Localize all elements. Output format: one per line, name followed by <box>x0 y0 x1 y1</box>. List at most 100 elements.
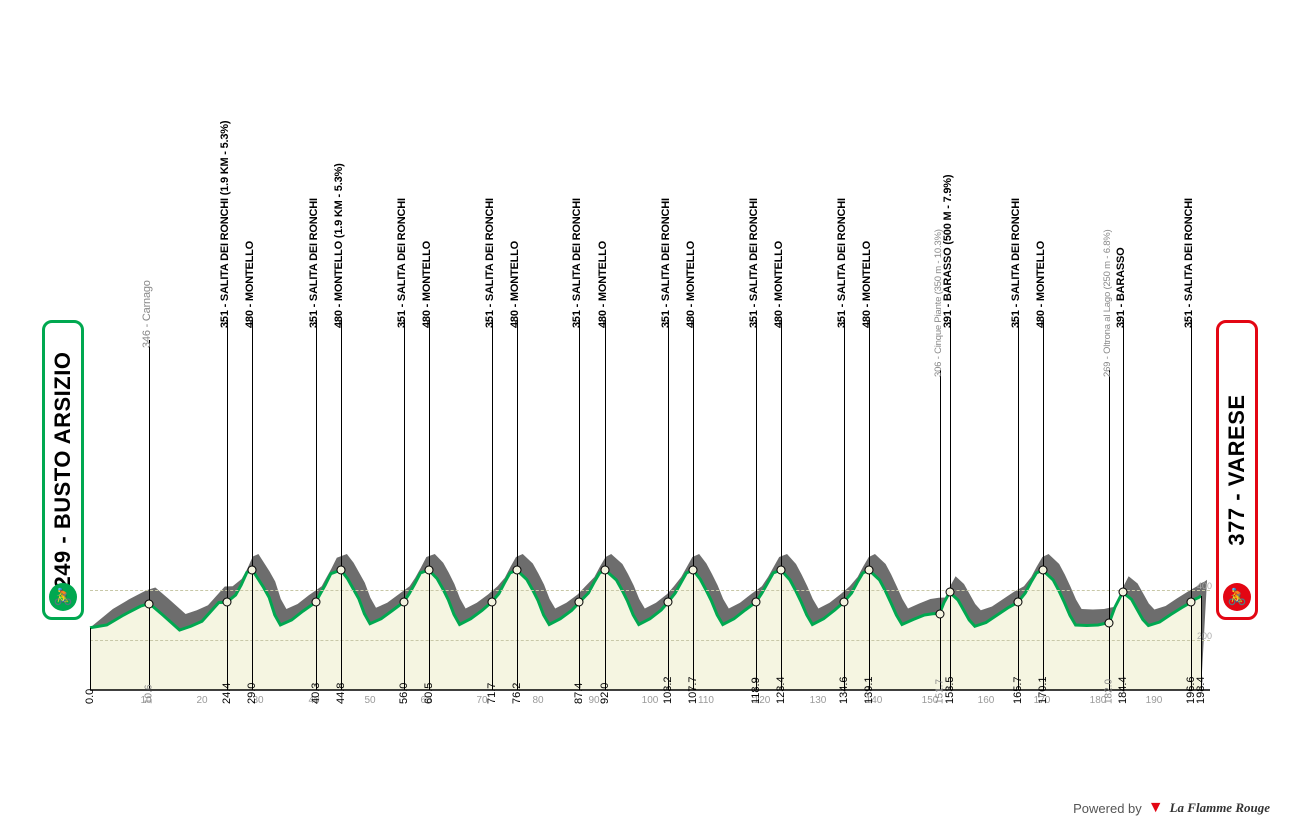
brand-name: La Flamme Rouge <box>1170 800 1270 816</box>
marker-name-label: 480 - MONTELLO <box>773 241 785 328</box>
marker-dot <box>1118 588 1127 597</box>
marker-dot <box>399 598 408 607</box>
x-tick: 90 <box>588 695 599 706</box>
marker-dot <box>945 588 954 597</box>
footer-credit: Powered by ▼ La Flamme Rouge <box>1073 799 1270 817</box>
marker-km-label: 107.7 <box>687 676 699 704</box>
flame-icon: ▼ <box>1148 799 1164 817</box>
marker-line <box>950 592 951 690</box>
marker-dot <box>424 566 433 575</box>
marker-name-label: 351 - SALITA DEI RONCHI <box>836 198 848 328</box>
marker-dot <box>601 566 610 575</box>
marker-name-label: 480 - MONTELLO <box>244 241 256 328</box>
marker-dot <box>1105 618 1114 627</box>
marker-dot <box>935 609 944 618</box>
marker-name-label: 351 - SALITA DEI RONCHI <box>660 198 672 328</box>
marker-dot <box>1013 598 1022 607</box>
marker-name-label: 480 - MONTELLO <box>861 241 873 328</box>
marker-name-label: 480 - MONTELLO (1.9 KM - 5.3%) <box>333 163 345 328</box>
marker-km-label: 184.4 <box>1117 676 1129 704</box>
marker-name-label: 351 - SALITA DEI RONCHI <box>1183 198 1195 328</box>
marker-line <box>227 602 228 690</box>
km-label: 0.0 <box>84 689 96 704</box>
marker-name-label: 351 - SALITA DEI RONCHI <box>396 198 408 328</box>
marker-dot <box>689 566 698 575</box>
marker-line <box>404 602 405 690</box>
marker-km-label: 182.0 <box>1104 679 1115 704</box>
marker-km-label: 24.4 <box>221 683 233 704</box>
marker-dot <box>663 598 672 607</box>
x-tick: 130 <box>810 695 827 706</box>
marker-km-label: 87.4 <box>573 683 585 704</box>
start-label: 249 - BUSTO ARSIZIO <box>50 352 76 589</box>
marker-name-label: 391 - BARASSO (500 M - 7.9%) <box>942 175 954 328</box>
marker-line <box>341 570 342 690</box>
marker-dot <box>222 598 231 607</box>
end-panel: 377 - VARESE 🚴 <box>1216 320 1258 620</box>
marker-line <box>429 570 430 690</box>
x-tick: 100 <box>642 695 659 706</box>
marker-km-label: 60.5 <box>423 683 435 704</box>
x-tick: 20 <box>196 695 207 706</box>
marker-name-label: 269 - Oltrona al Lago (250 m - 6.8%) <box>1102 229 1113 377</box>
marker-km-label: 123.4 <box>775 676 787 704</box>
marker-dot <box>1038 566 1047 575</box>
marker-km-label: 76.2 <box>511 683 523 704</box>
marker-km-label: 40.3 <box>310 683 322 704</box>
marker-name-label: 480 - MONTELLO <box>1035 241 1047 328</box>
marker-line <box>492 602 493 690</box>
marker-name-label: 480 - MONTELLO <box>509 241 521 328</box>
marker-dot <box>248 566 257 575</box>
x-tick: 110 <box>698 695 714 706</box>
marker-dot <box>777 566 786 575</box>
marker-name-label: 351 - SALITA DEI RONCHI <box>1010 198 1022 328</box>
x-tick: 190 <box>1146 695 1163 706</box>
marker-km-label: 10.6 <box>144 685 155 704</box>
marker-km-label: 196.6 <box>1185 676 1197 704</box>
marker-name-label: 346 - Carnago <box>141 280 153 348</box>
marker-line <box>1043 570 1044 690</box>
marker-name-label: 351 - SALITA DEI RONCHI <box>484 198 496 328</box>
stage-container: 249 - BUSTO ARSIZIO 🚴 377 - VARESE 🚴 20 0… <box>30 70 1270 790</box>
marker-dot <box>512 566 521 575</box>
marker-line <box>149 604 150 691</box>
marker-dot <box>575 598 584 607</box>
marker-dot <box>145 599 154 608</box>
marker-km-label: 103.2 <box>662 676 674 704</box>
marker-dot <box>839 598 848 607</box>
start-panel: 249 - BUSTO ARSIZIO 🚴 <box>42 320 84 620</box>
marker-name-label: 480 - MONTELLO <box>421 241 433 328</box>
marker-line <box>579 602 580 690</box>
marker-km-label: 153.5 <box>944 676 956 704</box>
marker-line <box>605 570 606 690</box>
x-tick: 80 <box>532 695 543 706</box>
marker-km-label: 165.7 <box>1012 676 1024 704</box>
marker-dot <box>487 598 496 607</box>
marker-name-label: 351 - SALITA DEI RONCHI <box>308 198 320 328</box>
elevation-chart: 200400 102030405060708090100110120130140… <box>90 70 1210 750</box>
marker-line <box>781 570 782 690</box>
marker-km-label: 118.9 <box>750 677 762 704</box>
marker-name-label: 480 - MONTELLO <box>685 241 697 328</box>
marker-name-label: 351 - SALITA DEI RONCHI <box>748 198 760 328</box>
x-tick: 50 <box>364 695 375 706</box>
marker-km-label: 29.0 <box>246 683 258 704</box>
marker-line <box>316 602 317 690</box>
marker-dot <box>311 598 320 607</box>
marker-name-label: 391 - BARASSO <box>1115 247 1127 328</box>
marker-line <box>517 570 518 690</box>
marker-km-label: 92.0 <box>599 683 611 704</box>
marker-name-label: 480 - MONTELLO <box>597 241 609 328</box>
marker-km-label: 134.6 <box>838 676 850 704</box>
marker-dot <box>751 598 760 607</box>
marker-line <box>693 570 694 690</box>
marker-km-label: 44.8 <box>335 683 347 704</box>
marker-line <box>252 570 253 690</box>
marker-line <box>1123 592 1124 690</box>
marker-name-label: 351 - SALITA DEI RONCHI (1.9 KM - 5.3%) <box>219 121 231 328</box>
marker-dot <box>1186 598 1195 607</box>
marker-name-label: 351 - SALITA DEI RONCHI <box>571 198 583 328</box>
marker-km-label: 170.1 <box>1037 676 1049 704</box>
powered-by-text: Powered by <box>1073 801 1142 816</box>
marker-km-label: 56.0 <box>398 683 410 704</box>
